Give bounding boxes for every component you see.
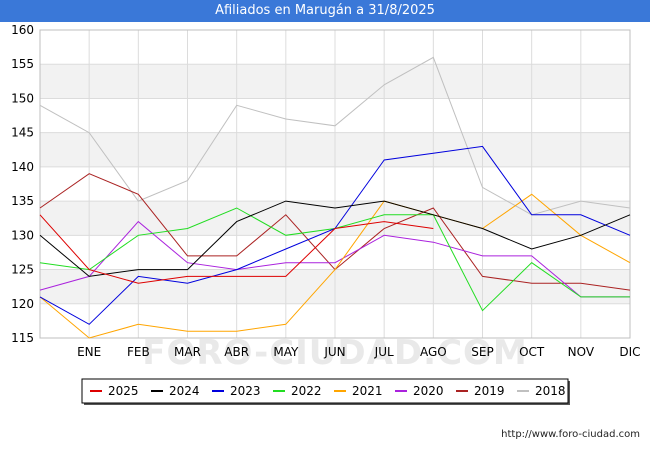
y-tick-label: 115 [11, 331, 34, 345]
x-tick-label: JUN [323, 345, 345, 359]
footer-url[interactable]: http://www.foro-ciudad.com [501, 429, 640, 440]
x-tick-label: DIC [619, 345, 640, 359]
y-tick-label: 145 [11, 126, 34, 140]
legend-label-2025: 2025 [108, 384, 139, 398]
plot-border [39, 29, 631, 339]
x-tick-label: AGO [420, 345, 447, 359]
y-tick-label: 160 [11, 23, 34, 37]
watermark-text: FORO-CIUDAD.COM [142, 333, 528, 373]
y-tick-label: 130 [11, 228, 34, 242]
series-line-2020 [39, 220, 630, 298]
x-tick-label: ENE [77, 345, 101, 359]
legend-label-2024: 2024 [169, 384, 200, 398]
legend-label-2022: 2022 [291, 384, 322, 398]
y-tick-label: 150 [11, 91, 34, 105]
x-tick-label: FEB [127, 345, 150, 359]
legend-label-2018: 2018 [535, 384, 566, 398]
legend-label-2021: 2021 [352, 384, 383, 398]
legend-label-2019: 2019 [474, 384, 505, 398]
legend-label-2020: 2020 [413, 384, 444, 398]
x-tick-label: OCT [519, 345, 545, 359]
y-tick-label: 120 [11, 297, 34, 311]
chart-area: FORO-CIUDAD.COM 115 120 125 130 135 140 145 150 1… [0, 22, 650, 450]
x-tick-label: ABR [224, 345, 249, 359]
line-chart: FORO-CIUDAD.COM 115 120 125 130 135 140 145 150 1… [11, 23, 641, 405]
y-tick-label: 155 [11, 57, 34, 71]
x-tick-label: MAR [174, 345, 201, 359]
y-tick-label: 125 [11, 263, 34, 277]
y-tick-label: 140 [11, 160, 34, 174]
x-tick-label: MAY [273, 345, 299, 359]
series-line-2021 [39, 193, 631, 339]
series-line-2024 [39, 200, 631, 277]
x-tick-label: JUL [374, 345, 394, 359]
x-tick-label: NOV [568, 345, 595, 359]
series-line-2025 [39, 214, 434, 284]
legend-label-2023: 2023 [230, 384, 261, 398]
y-tick-label: 135 [11, 194, 34, 208]
x-tick-label: SEP [471, 345, 493, 359]
chart-title: Afiliados en Marugán a 31/8/2025 [0, 0, 650, 22]
